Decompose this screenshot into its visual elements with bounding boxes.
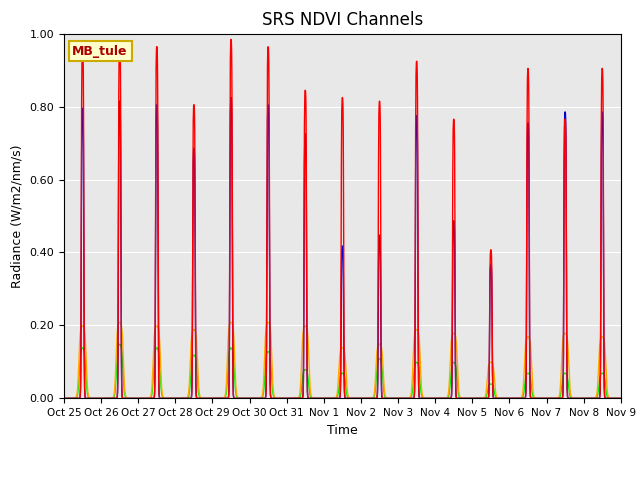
NDVI_810in — [617, 396, 625, 401]
NDVI_650out — [606, 396, 614, 401]
NDVI_650out — [298, 382, 306, 388]
NDVI_810in — [124, 396, 131, 401]
Line: NDVI_810out: NDVI_810out — [64, 323, 621, 398]
NDVI_650out — [116, 342, 124, 348]
NDVI_810in — [606, 396, 614, 401]
NDVI_650in — [298, 396, 306, 401]
NDVI_810out — [506, 396, 513, 401]
Line: NDVI_810in: NDVI_810in — [64, 97, 621, 398]
NDVI_650in — [274, 396, 282, 401]
NDVI_810out — [124, 396, 132, 401]
Line: NDVI_650in: NDVI_650in — [64, 39, 621, 398]
Y-axis label: Radiance (W/m2/nm/s): Radiance (W/m2/nm/s) — [11, 144, 24, 288]
NDVI_810out — [298, 352, 306, 358]
NDVI_810out — [274, 396, 282, 401]
NDVI_650out — [547, 396, 554, 401]
NDVI_650out — [157, 381, 164, 386]
NDVI_810in — [547, 396, 554, 401]
NDVI_810out — [606, 396, 614, 401]
NDVI_810out — [617, 396, 625, 401]
NDVI_650in — [124, 396, 131, 401]
NDVI_650in — [60, 396, 68, 401]
Title: SRS NDVI Channels: SRS NDVI Channels — [262, 11, 423, 29]
NDVI_650out — [60, 396, 68, 401]
NDVI_650out — [124, 396, 132, 401]
NDVI_810in — [298, 396, 306, 401]
NDVI_650in — [227, 36, 235, 42]
NDVI_650in — [606, 396, 614, 401]
X-axis label: Time: Time — [327, 424, 358, 437]
NDVI_810out — [116, 320, 124, 325]
NDVI_650out — [274, 396, 282, 401]
NDVI_810out — [157, 365, 164, 371]
NDVI_650out — [506, 396, 513, 401]
NDVI_810out — [547, 396, 554, 401]
Legend: NDVI_650in, NDVI_810in, NDVI_650out, NDVI_810out: NDVI_650in, NDVI_810in, NDVI_650out, NDV… — [76, 478, 609, 480]
Line: NDVI_650out: NDVI_650out — [64, 345, 621, 398]
Text: MB_tule: MB_tule — [72, 45, 128, 58]
NDVI_650in — [547, 396, 554, 401]
NDVI_810out — [60, 396, 68, 401]
NDVI_810in — [157, 396, 164, 401]
NDVI_650in — [468, 396, 476, 401]
NDVI_650in — [157, 396, 164, 401]
NDVI_650out — [617, 396, 625, 401]
NDVI_810in — [468, 396, 476, 401]
NDVI_650in — [617, 396, 625, 401]
NDVI_810in — [274, 396, 282, 401]
NDVI_810in — [227, 95, 235, 100]
NDVI_810in — [60, 396, 68, 401]
